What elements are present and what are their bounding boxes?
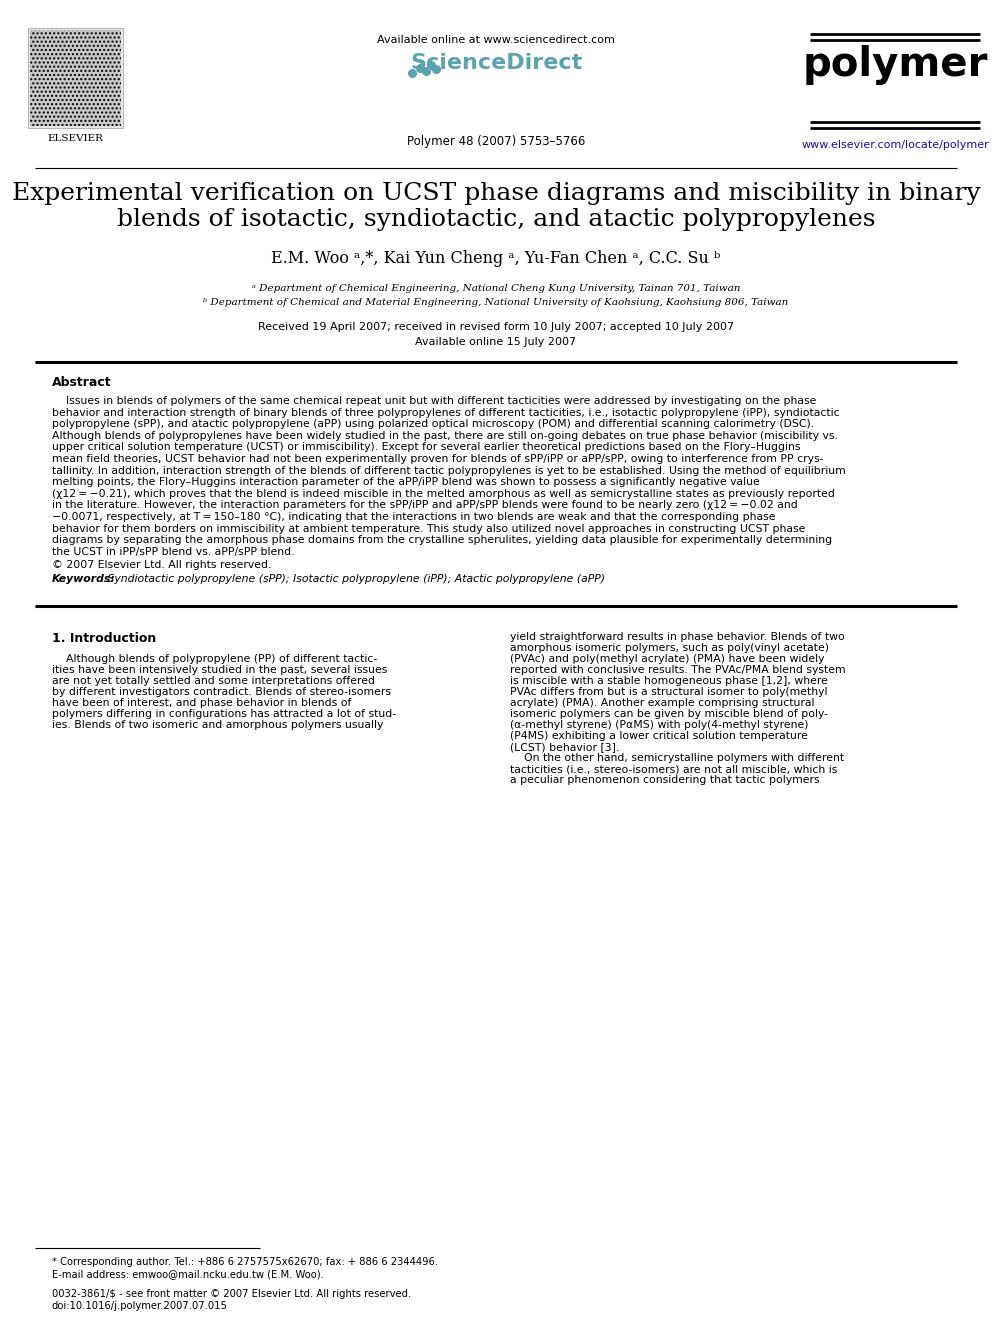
Text: ies. Blends of two isomeric and amorphous polymers usually: ies. Blends of two isomeric and amorphou…	[52, 721, 383, 730]
Text: reported with conclusive results. The PVAc/PMA blend system: reported with conclusive results. The PV…	[510, 665, 845, 676]
Text: polymer: polymer	[803, 45, 988, 85]
Text: the UCST in iPP/sPP blend vs. aPP/sPP blend.: the UCST in iPP/sPP blend vs. aPP/sPP bl…	[52, 546, 295, 557]
Text: yield straightforward results in phase behavior. Blends of two: yield straightforward results in phase b…	[510, 632, 845, 643]
Text: (χ12 = −0.21), which proves that the blend is indeed miscible in the melted amor: (χ12 = −0.21), which proves that the ble…	[52, 488, 835, 499]
Text: polypropylene (sPP), and atactic polypropylene (aPP) using polarized optical mic: polypropylene (sPP), and atactic polypro…	[52, 419, 814, 429]
Text: Available online at www.sciencedirect.com: Available online at www.sciencedirect.co…	[377, 34, 615, 45]
Text: E.M. Woo ᵃ,*, Kai Yun Cheng ᵃ, Yu-Fan Chen ᵃ, C.C. Su ᵇ: E.M. Woo ᵃ,*, Kai Yun Cheng ᵃ, Yu-Fan Ch…	[272, 250, 720, 267]
Text: Although blends of polypropylenes have been widely studied in the past, there ar: Although blends of polypropylenes have b…	[52, 431, 838, 441]
Text: ᵇ Department of Chemical and Material Engineering, National University of Kaohsi: ᵇ Department of Chemical and Material En…	[203, 298, 789, 307]
Text: Issues in blends of polymers of the same chemical repeat unit but with different: Issues in blends of polymers of the same…	[52, 396, 816, 406]
Text: ELSEVIER: ELSEVIER	[47, 134, 103, 143]
Text: Syndiotactic polypropylene (sPP); Isotactic polypropylene (iPP); Atactic polypro: Syndiotactic polypropylene (sPP); Isotac…	[104, 574, 605, 585]
Text: in the literature. However, the interaction parameters for the sPP/iPP and aPP/s: in the literature. However, the interact…	[52, 500, 798, 511]
Text: Experimental verification on UCST phase diagrams and miscibility in binary: Experimental verification on UCST phase …	[12, 183, 980, 205]
Text: have been of interest, and phase behavior in blends of: have been of interest, and phase behavio…	[52, 699, 351, 708]
Text: E-mail address: emwoo@mail.ncku.edu.tw (E.M. Woo).: E-mail address: emwoo@mail.ncku.edu.tw (…	[52, 1269, 323, 1279]
Text: (α-methyl styrene) (PαMS) with poly(4-methyl styrene): (α-methyl styrene) (PαMS) with poly(4-me…	[510, 721, 808, 730]
Text: Polymer 48 (2007) 5753–5766: Polymer 48 (2007) 5753–5766	[407, 135, 585, 148]
Text: melting points, the Flory–Huggins interaction parameter of the aPP/iPP blend was: melting points, the Flory–Huggins intera…	[52, 478, 760, 487]
Text: polymers differing in configurations has attracted a lot of stud-: polymers differing in configurations has…	[52, 709, 396, 720]
Text: ᵃ Department of Chemical Engineering, National Cheng Kung University, Tainan 701: ᵃ Department of Chemical Engineering, Na…	[252, 284, 740, 292]
Text: On the other hand, semicrystalline polymers with different: On the other hand, semicrystalline polym…	[510, 753, 844, 763]
Text: by different investigators contradict. Blends of stereo-isomers: by different investigators contradict. B…	[52, 688, 391, 697]
FancyBboxPatch shape	[30, 30, 121, 126]
Text: PVAc differs from but is a structural isomer to poly(methyl: PVAc differs from but is a structural is…	[510, 688, 827, 697]
Text: Available online 15 July 2007: Available online 15 July 2007	[416, 337, 576, 347]
Text: isomeric polymers can be given by miscible blend of poly-: isomeric polymers can be given by miscib…	[510, 709, 828, 720]
Text: is miscible with a stable homogeneous phase [1,2], where: is miscible with a stable homogeneous ph…	[510, 676, 828, 687]
Text: (PVAc) and poly(methyl acrylate) (PMA) have been widely: (PVAc) and poly(methyl acrylate) (PMA) h…	[510, 655, 824, 664]
Text: ities have been intensively studied in the past, several issues: ities have been intensively studied in t…	[52, 665, 387, 676]
Text: a peculiar phenomenon considering that tactic polymers: a peculiar phenomenon considering that t…	[510, 775, 819, 786]
Text: (P4MS) exhibiting a lower critical solution temperature: (P4MS) exhibiting a lower critical solut…	[510, 732, 807, 741]
Text: diagrams by separating the amorphous phase domains from the crystalline spheruli: diagrams by separating the amorphous pha…	[52, 536, 832, 545]
Text: ScienceDirect: ScienceDirect	[410, 53, 582, 73]
Text: tacticities (i.e., stereo-isomers) are not all miscible, which is: tacticities (i.e., stereo-isomers) are n…	[510, 765, 837, 774]
Text: www.elsevier.com/locate/polymer: www.elsevier.com/locate/polymer	[802, 140, 989, 149]
Text: blends of isotactic, syndiotactic, and atactic polypropylenes: blends of isotactic, syndiotactic, and a…	[117, 208, 875, 232]
Text: upper critical solution temperature (UCST) or immiscibility). Except for several: upper critical solution temperature (UCS…	[52, 442, 801, 452]
Text: acrylate) (PMA). Another example comprising structural: acrylate) (PMA). Another example compris…	[510, 699, 814, 708]
Text: (LCST) behavior [3].: (LCST) behavior [3].	[510, 742, 619, 753]
Text: Although blends of polypropylene (PP) of different tactic-: Although blends of polypropylene (PP) of…	[52, 655, 377, 664]
Text: © 2007 Elsevier Ltd. All rights reserved.: © 2007 Elsevier Ltd. All rights reserved…	[52, 561, 272, 570]
Text: Keywords:: Keywords:	[52, 574, 116, 585]
Text: doi:10.1016/j.polymer.2007.07.015: doi:10.1016/j.polymer.2007.07.015	[52, 1301, 228, 1311]
Text: −0.0071, respectively, at T = 150–180 °C), indicating that the interactions in t: −0.0071, respectively, at T = 150–180 °C…	[52, 512, 776, 523]
Text: 1. Introduction: 1. Introduction	[52, 632, 157, 646]
Text: * Corresponding author. Tel.: +886 6 2757575x62670; fax: + 886 6 2344496.: * Corresponding author. Tel.: +886 6 275…	[52, 1257, 438, 1267]
Text: behavior and interaction strength of binary blends of three polypropylenes of di: behavior and interaction strength of bin…	[52, 407, 839, 418]
Text: behavior for them borders on immiscibility at ambient temperature. This study al: behavior for them borders on immiscibili…	[52, 524, 806, 533]
Text: are not yet totally settled and some interpretations offered: are not yet totally settled and some int…	[52, 676, 375, 687]
Text: Abstract: Abstract	[52, 376, 112, 389]
Text: Received 19 April 2007; received in revised form 10 July 2007; accepted 10 July : Received 19 April 2007; received in revi…	[258, 321, 734, 332]
FancyBboxPatch shape	[28, 28, 123, 128]
Text: 0032-3861/$ - see front matter © 2007 Elsevier Ltd. All rights reserved.: 0032-3861/$ - see front matter © 2007 El…	[52, 1289, 412, 1299]
Text: mean field theories, UCST behavior had not been experimentally proven for blends: mean field theories, UCST behavior had n…	[52, 454, 823, 464]
Text: tallinity. In addition, interaction strength of the blends of different tactic p: tallinity. In addition, interaction stre…	[52, 466, 846, 475]
Text: amorphous isomeric polymers, such as poly(vinyl acetate): amorphous isomeric polymers, such as pol…	[510, 643, 829, 654]
